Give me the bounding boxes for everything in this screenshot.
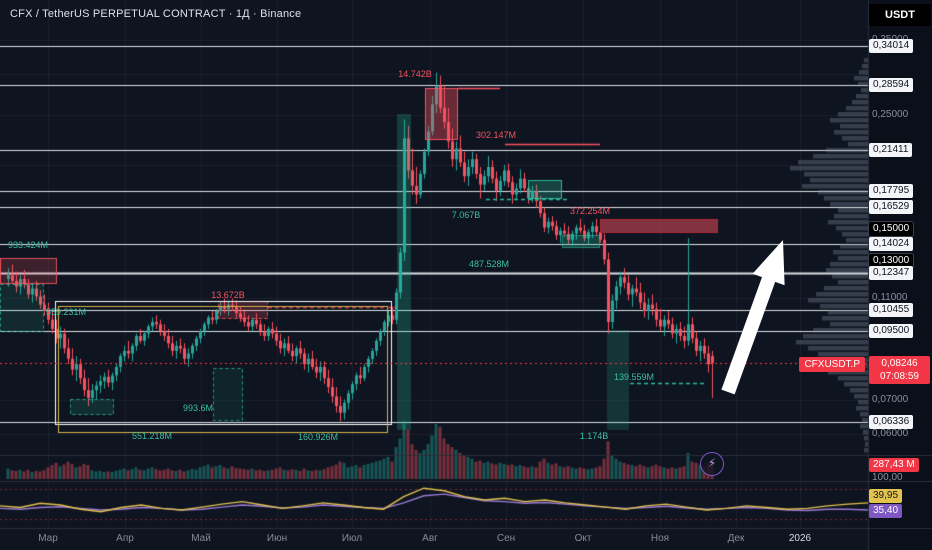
lightning-icon[interactable]: ⚡: [700, 452, 724, 476]
currency-toggle-button[interactable]: USDT: [869, 4, 931, 26]
current-price-label: 0,08246 07:08:59: [869, 356, 930, 384]
bar-countdown: 07:08:59: [880, 371, 919, 382]
current-price-value: 0,08246: [881, 358, 918, 369]
symbol-legend[interactable]: CFX / TetherUS PERPETUAL CONTRACT · 1Д ·…: [10, 8, 302, 20]
symbol-price-tag: CFXUSDT.P: [799, 357, 865, 372]
